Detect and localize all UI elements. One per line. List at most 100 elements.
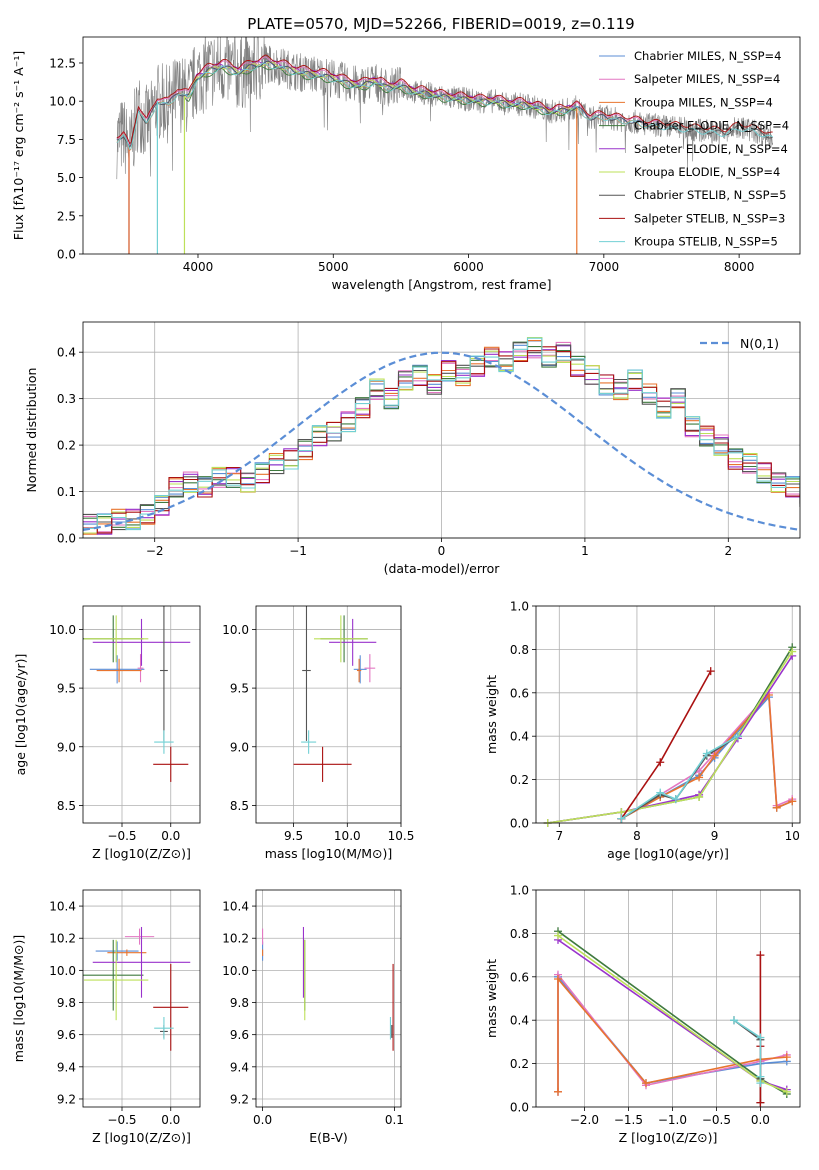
x-tick-label: 9	[711, 829, 719, 843]
weight-marker	[730, 1016, 738, 1025]
y-tick-label: 0.0	[57, 532, 76, 546]
weight-marker	[733, 732, 742, 741]
x-tick-label: 5000	[318, 260, 349, 274]
x-tick-label: 8	[633, 829, 641, 843]
x-tick-label: 4000	[183, 260, 214, 274]
weight-marker	[788, 797, 797, 806]
y-axis-label: mass [log10(M/M⊙)]	[11, 935, 26, 1063]
weight-marker	[695, 792, 704, 801]
weight-marker	[642, 1079, 650, 1088]
y-tick-label: 8.5	[230, 799, 249, 813]
x-tick-label: 10.5	[388, 829, 415, 843]
legend-label: Chabrier MILES, N_SSP=4	[634, 49, 781, 63]
x-tick-label: 8000	[724, 260, 755, 274]
y-tick-label: 0.6	[510, 686, 529, 700]
legend-label: N(0,1)	[740, 336, 779, 351]
y-tick-label: 0.4	[510, 730, 529, 744]
y-tick-label: 0.0	[510, 817, 529, 831]
weight-marker	[788, 647, 797, 656]
y-tick-label: 10.2	[49, 932, 76, 946]
x-tick-label: 7000	[589, 260, 620, 274]
y-tick-label: 9.5	[230, 682, 249, 696]
y-tick-label: 8.5	[57, 799, 76, 813]
x-axis-label: wavelength [Angstrom, rest frame]	[331, 277, 551, 292]
x-tick-label: −1	[289, 544, 307, 558]
panel-age-vs-Z: −0.5 0.0 8.5 9.0 9.5 10.0 Z [log10(Z/Z⊙)] age […	[13, 605, 201, 861]
y-tick-label: 0.0	[57, 248, 76, 262]
model-line	[116, 54, 773, 145]
x-axis-label: (data-model)/error	[384, 561, 501, 576]
y-tick-label: 0.4	[57, 346, 76, 360]
x-axis-label: E(B-V)	[309, 1130, 348, 1145]
axes-frame	[535, 605, 801, 824]
x-tick-label: 0.0	[751, 1113, 770, 1127]
y-tick-label: 9.6	[230, 1028, 249, 1042]
y-tick-label: 10.4	[222, 900, 249, 914]
legend-label: Salpeter STELIB, N_SSP=3	[634, 211, 785, 225]
y-tick-label: 1.0	[510, 600, 529, 614]
y-tick-label: 9.2	[230, 1092, 249, 1106]
x-tick-label: 0	[438, 544, 446, 558]
weight-marker	[554, 974, 562, 983]
model-line	[184, 65, 577, 117]
model-line	[116, 60, 773, 148]
y-tick-label: 12.5	[49, 56, 76, 70]
weight-marker	[656, 788, 665, 797]
y-tick-label: 0.0	[510, 1101, 529, 1115]
legend-label: Kroupa MILES, N_SSP=4	[634, 95, 773, 109]
gaussian-curve	[83, 351, 800, 531]
x-tick-label: −2	[146, 544, 164, 558]
weight-marker	[617, 814, 626, 823]
legend-label: Salpeter ELODIE, N_SSP=4	[634, 142, 788, 156]
weight-marker	[782, 1053, 791, 1062]
axes-frame	[82, 605, 201, 824]
y-tick-label: 9.4	[57, 1060, 76, 1074]
panel-age-vs-mass: 9.5 10.0 10.5 8.5 9.0 9.5 10.0 mass [log10(M/M⊙…	[222, 605, 415, 861]
x-tick-label: −1.5	[614, 1113, 643, 1127]
y-tick-label: 10.4	[49, 900, 76, 914]
weight-marker	[710, 751, 719, 760]
y-tick-label: 0.3	[57, 392, 76, 406]
legend-label: Chabrier STELIB, N_SSP=5	[634, 188, 786, 202]
x-axis-label: Z [log10(Z/Z⊙)]	[92, 1130, 191, 1145]
y-tick-label: 0.6	[510, 970, 529, 984]
y-tick-label: 9.2	[57, 1092, 76, 1106]
y-tick-label: 9.0	[230, 740, 249, 754]
y-axis-label: Flux [fλ10⁻¹⁷ erg cm⁻² s⁻¹ A⁻¹]	[11, 51, 26, 240]
y-tick-label: 0.2	[510, 773, 529, 787]
weight-marker	[656, 758, 665, 767]
y-tick-label: 9.5	[57, 682, 76, 696]
weight-marker	[756, 1079, 765, 1088]
model-line	[116, 62, 773, 151]
x-axis-label: age [log10(age/yr)]	[607, 846, 729, 861]
x-tick-label: 0.0	[253, 1113, 272, 1127]
y-tick-label: 5.0	[57, 171, 76, 185]
weight-marker	[695, 773, 704, 782]
x-tick-label: 6000	[453, 260, 484, 274]
axes-frame	[255, 889, 402, 1108]
x-tick-label: 2	[724, 544, 732, 558]
y-tick-label: 9.8	[57, 996, 76, 1010]
y-axis-label: Normed distribution	[24, 368, 39, 493]
y-tick-label: 0.1	[57, 485, 76, 499]
x-tick-label: −2.0	[570, 1113, 599, 1127]
y-tick-label: 0.2	[57, 439, 76, 453]
panel-massweight-vs-age: 7 8 9 10 0.0 0.2 0.4 0.6 0.8 1.0 age [log10(age/yr…	[484, 600, 801, 861]
y-tick-label: 10.0	[49, 623, 76, 637]
y-tick-label: 2.5	[57, 209, 76, 223]
x-tick-label: 10.0	[334, 829, 361, 843]
x-tick-label: 10	[785, 829, 800, 843]
y-tick-label: 10.0	[222, 964, 249, 978]
y-tick-label: 10.0	[49, 964, 76, 978]
weight-marker	[706, 667, 715, 676]
y-tick-label: 10.0	[49, 95, 76, 109]
x-tick-label: −0.5	[702, 1113, 731, 1127]
panel-mass-vs-Z: −0.5 0.0 9.2 9.4 9.6 9.8 10.0 10.2 10.4 Z [log10(…	[11, 889, 201, 1145]
y-axis-label: mass weight	[484, 959, 499, 1038]
x-tick-label: 0.0	[161, 829, 180, 843]
y-tick-label: 0.2	[510, 1057, 529, 1071]
y-axis-label: age [log10(age/yr)]	[13, 654, 28, 776]
weight-marker	[772, 803, 781, 812]
panel-mass-vs-EBV: 0.0 0.1 9.2 9.4 9.6 9.8 10.0 10.2 10.4 E(B-V)	[222, 889, 404, 1145]
